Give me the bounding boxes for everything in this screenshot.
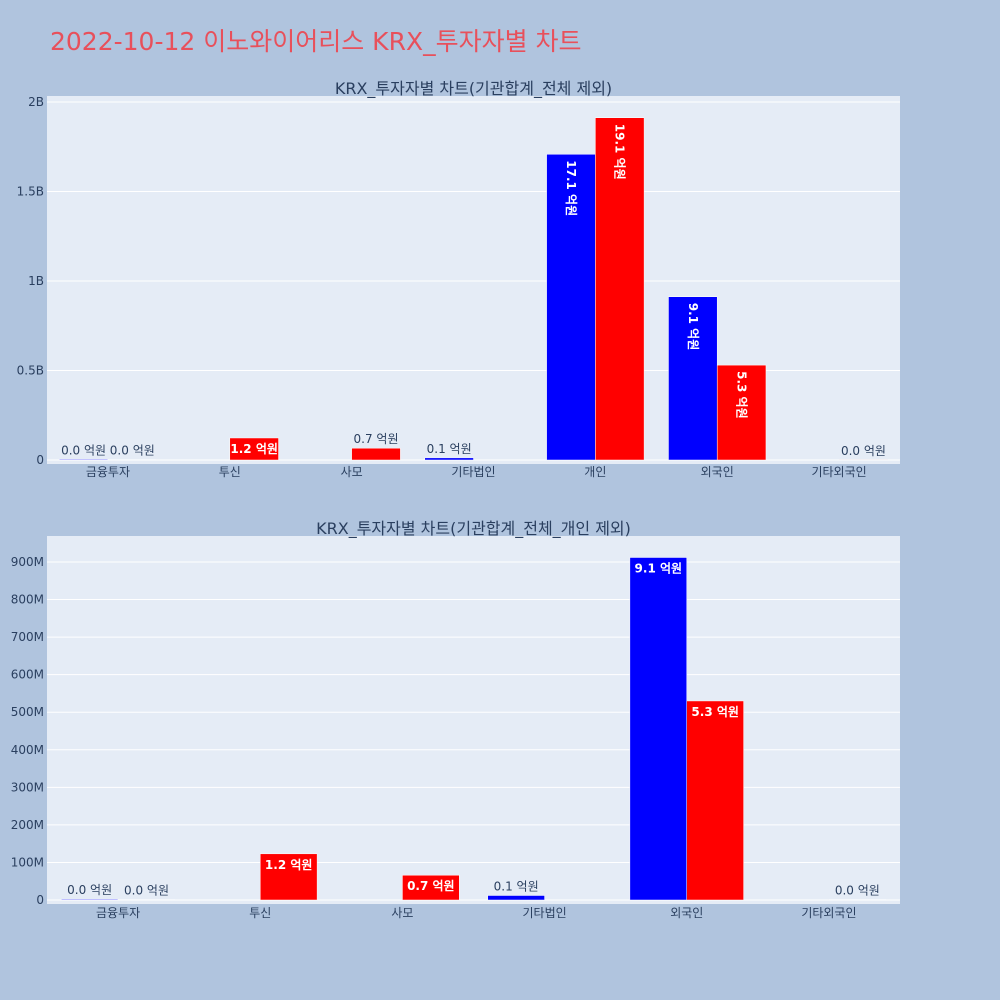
y-tick-label: 500M [11, 705, 44, 719]
x-tick-label: 개인 [584, 465, 606, 479]
x-tick-label: 사모 [391, 906, 413, 920]
chart-bottom: KRX_투자자별 차트(기관합계_전체_개인 제외) 0 100M 200M 300M 4… [11, 519, 900, 920]
bar-value-label: 0.0 억원 [110, 444, 155, 458]
bar [402, 874, 460, 901]
y-tick-label: 1B [28, 274, 44, 288]
x-tick-label: 기타법인 [451, 465, 495, 479]
bar-value-label: 0.0 억원 [841, 444, 886, 458]
bar-value-label: 19.1 억원 [613, 124, 627, 180]
x-tick-label: 기타외국인 [811, 465, 866, 479]
bar-value-label: 9.1 억원 [635, 561, 683, 575]
bar-value-label: 0.7 억원 [407, 879, 455, 893]
y-tick-label: 300M [11, 780, 44, 794]
y-tick-label: 0 [36, 453, 44, 467]
bar-value-label: 1.2 억원 [265, 858, 313, 872]
bar [487, 895, 545, 901]
bar [60, 898, 119, 901]
bar-value-label: 0.1 억원 [427, 442, 472, 456]
x-tick-label: 금융투자 [96, 906, 140, 920]
bar [595, 117, 645, 461]
y-tick-label: 100M [11, 855, 44, 869]
chart-title: KRX_투자자별 차트(기관합계_전체 제외) [335, 79, 612, 99]
y-tick-label: 800M [11, 593, 44, 607]
bar [58, 459, 109, 461]
bar-value-label: 5.3 억원 [735, 371, 749, 419]
y-tick-label: 600M [11, 668, 44, 682]
x-tick-label: 투신 [249, 906, 271, 920]
y-tick-label: 2B [28, 95, 44, 109]
bar-value-label: 0.0 억원 [835, 884, 880, 898]
y-tick-label: 0.5B [17, 364, 44, 378]
bar [686, 700, 744, 901]
bar-value-label: 0.1 억원 [494, 879, 539, 893]
chart-top: KRX_투자자별 차트(기관합계_전체 제외) 0 0.5B 1B 1.5B 2B 금융투자… [17, 79, 900, 479]
x-tick-label: 사모 [341, 465, 363, 479]
bar-value-label: 0.7 억원 [354, 432, 399, 446]
bar-value-label: 9.1 억원 [686, 303, 700, 351]
x-tick-label: 투신 [219, 465, 241, 479]
y-tick-label: 0 [36, 893, 44, 907]
bar [668, 296, 718, 461]
bar-value-label: 17.1 억원 [564, 160, 578, 216]
y-tick-label: 700M [11, 630, 44, 644]
y-tick-label: 400M [11, 743, 44, 757]
bar-value-label: 5.3 억원 [691, 705, 739, 719]
page-title: 2022-10-12 이노와이어리스 KRX_투자자별 차트 [50, 27, 582, 56]
bar [424, 457, 474, 461]
x-tick-label: 외국인 [670, 906, 703, 920]
bar [716, 364, 767, 461]
bar-value-label: 0.0 억원 [124, 884, 169, 898]
x-tick-label: 금융투자 [86, 465, 130, 479]
bar-value-label: 1.2 억원 [230, 442, 278, 456]
bar [260, 853, 318, 901]
bar [229, 437, 279, 461]
bar [351, 447, 401, 461]
y-tick-label: 200M [11, 818, 44, 832]
chart-title: KRX_투자자별 차트(기관합계_전체_개인 제외) [316, 519, 631, 539]
x-tick-label: 외국인 [701, 465, 734, 479]
plot-area [47, 96, 900, 464]
x-tick-label: 기타법인 [522, 906, 566, 920]
bar [629, 557, 688, 901]
x-tick-label: 기타외국인 [801, 906, 856, 920]
plot-area [47, 536, 900, 904]
bar-value-label: 0.0 억원 [61, 443, 106, 457]
bar-value-label: 0.0 억원 [67, 883, 112, 897]
bar [546, 154, 596, 461]
y-tick-label: 1.5B [17, 185, 44, 199]
y-tick-label: 900M [11, 555, 44, 569]
